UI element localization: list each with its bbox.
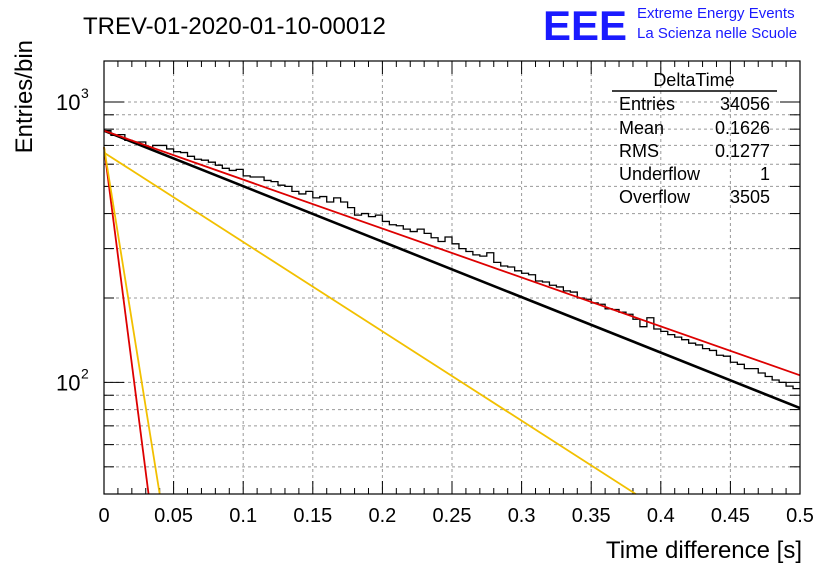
- x-tick-label: 0.3: [508, 505, 536, 527]
- stats-label-entries: Entries: [619, 94, 675, 114]
- x-tick-label: 0.5: [786, 505, 814, 527]
- total-fit-line: [103, 129, 801, 410]
- short-component-red-line: [103, 147, 150, 495]
- stats-label-rms: RMS: [619, 141, 659, 161]
- histogram-steps: [104, 130, 800, 390]
- x-tick-labels: 0 0.05 0.1 0.15 0.2 0.25 0.3 0.35 0.4 0.45 0.5: [98, 505, 813, 527]
- stats-box: DeltaTime Entries 34056 Mean 0.1626 RMS …: [612, 70, 777, 207]
- logo-line-1: Extreme Energy Events: [637, 5, 795, 22]
- stats-label-mean: Mean: [619, 118, 664, 138]
- run-title: TREV-01-2020-01-10-00012: [83, 13, 386, 40]
- y-tick-label-exponent: 3: [81, 85, 89, 101]
- stats-title: DeltaTime: [653, 70, 734, 90]
- x-tick-label: 0.2: [368, 505, 396, 527]
- medium-component-yellow-line: [103, 151, 637, 495]
- x-tick-label: 0: [98, 505, 109, 527]
- x-tick-label: 0.35: [572, 505, 611, 527]
- stats-label-overflow: Overflow: [619, 187, 691, 207]
- x-tick-label: 0.15: [293, 505, 332, 527]
- x-tick-label: 0.4: [647, 505, 675, 527]
- plot-frame: [103, 60, 801, 495]
- grid-lines: [104, 61, 800, 495]
- x-axis-title: Time difference [s]: [606, 537, 802, 564]
- y-tick-label: 10: [56, 90, 80, 115]
- plot-curves: [103, 129, 801, 495]
- x-tick-label: 0.1: [229, 505, 257, 527]
- y-tick-label-exponent: 2: [81, 365, 89, 381]
- stats-value-rms: 0.1277: [715, 141, 770, 161]
- short-component-yellow-line: [103, 147, 161, 495]
- stats-value-mean: 0.1626: [715, 118, 770, 138]
- x-tick-label: 0.25: [433, 505, 472, 527]
- eee-logo: EEE: [543, 2, 627, 49]
- x-tick-label: 0.05: [154, 505, 193, 527]
- stats-value-entries: 34056: [720, 94, 770, 114]
- x-tick-label: 0.45: [711, 505, 750, 527]
- logo-line-2: La Scienza nelle Scuole: [637, 25, 797, 42]
- y-axis-title: Entries/bin: [11, 40, 38, 153]
- stats-label-underflow: Underflow: [619, 164, 701, 184]
- y-tick-label: 10: [56, 370, 80, 395]
- long-component-line: [103, 129, 801, 377]
- stats-value-underflow: 1: [760, 164, 770, 184]
- stats-value-overflow: 3505: [730, 187, 770, 207]
